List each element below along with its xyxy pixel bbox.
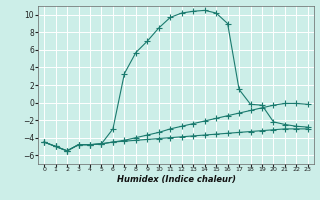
X-axis label: Humidex (Indice chaleur): Humidex (Indice chaleur) (116, 175, 236, 184)
